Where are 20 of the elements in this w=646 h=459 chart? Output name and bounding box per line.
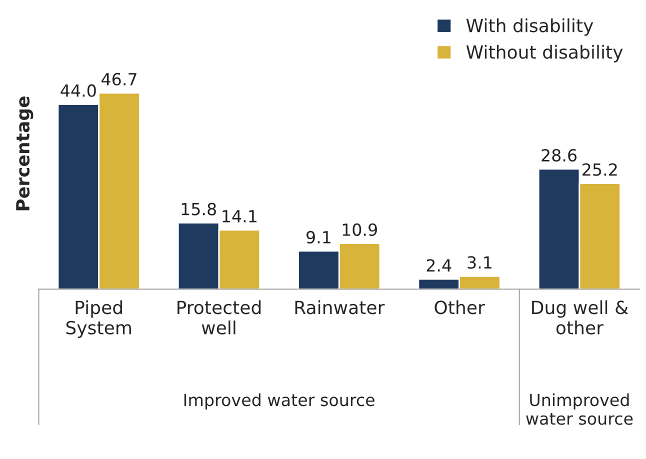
data-label: 2.4 [426,259,452,272]
data-label: 9.1 [306,230,330,244]
legend-label: Without disability [466,44,623,62]
data-label: 28.6 [542,148,577,162]
data-label: 46.7 [102,72,136,86]
x-tick-label: Protected well [178,300,261,334]
text: Unimproved water source [526,393,633,425]
data-label: 10.9 [342,223,377,236]
x-tick-label: Piped System [66,300,131,338]
data-label: 15.8 [182,202,216,216]
x-tick-label: Rainwater [295,300,385,314]
legend-label: With disability [466,18,594,36]
data-label: 14.1 [222,210,256,222]
y-axis-title: Percentage [16,96,34,210]
data-label: 44.0 [60,84,96,97]
x-tick-label: Dug well & other [532,300,628,334]
x-tick-label: Other [434,300,485,314]
data-label: 3.1 [468,256,492,269]
text: Improved water source [184,393,374,410]
data-label: 25.2 [582,163,617,176]
